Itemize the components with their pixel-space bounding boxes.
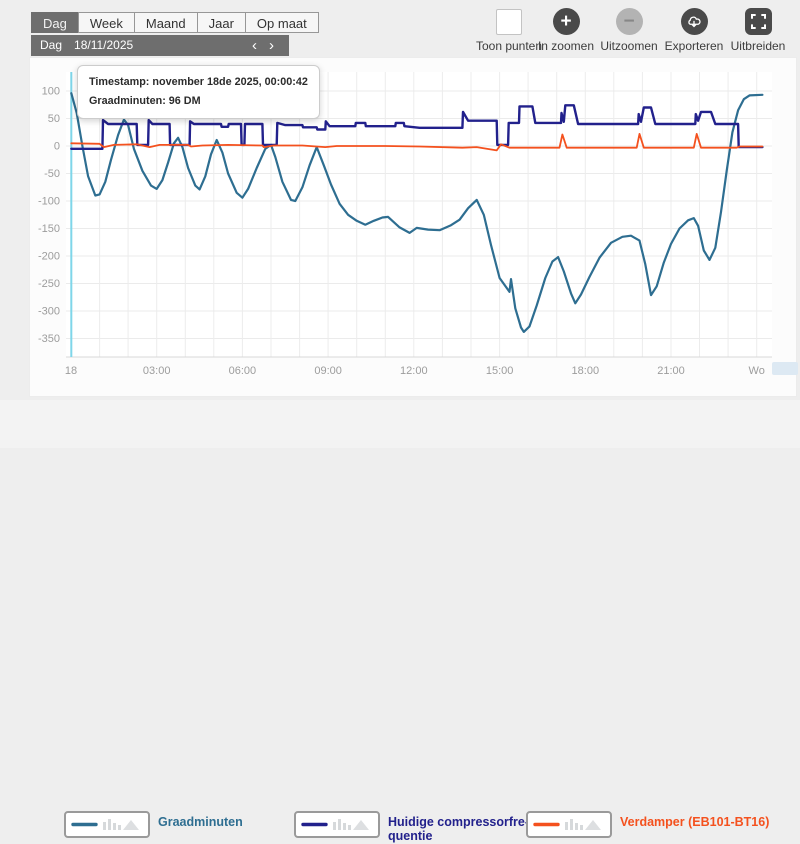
zoom-in-button[interactable]: + (552, 8, 580, 35)
legend-label: Graadminuten (158, 815, 243, 829)
series-line-3 (70, 133, 764, 152)
expand-corners-icon (750, 14, 766, 29)
tooltip-timestamp: Timestamp: november 18de 2025, 00:00:42 (89, 76, 308, 88)
y-axis-tick-label: 0 (54, 141, 60, 153)
zoom-out-button[interactable]: − (615, 8, 643, 35)
expand-control: Uitbreiden (720, 8, 796, 53)
x-axis-tick-label: 18:00 (572, 365, 600, 377)
next-day-button[interactable]: › (269, 36, 274, 54)
tab-maand[interactable]: Maand (133, 12, 197, 33)
y-axis-tick-label: -100 (38, 196, 60, 208)
navigator-handle[interactable] (772, 362, 798, 375)
y-axis-tick-label: -50 (44, 168, 60, 180)
y-axis-tick-label: -150 (38, 223, 60, 235)
y-axis-tick-label: -200 (38, 251, 60, 263)
cloud-download-icon (688, 16, 701, 27)
x-axis-tick-label: 18 (65, 365, 77, 377)
date-period-label: Dag (40, 38, 63, 52)
selected-date: 18/11/2025 (74, 38, 134, 52)
series-sample-icon (301, 819, 369, 830)
expand-label: Uitbreiden (730, 39, 786, 53)
x-axis-tick-label: 09:00 (314, 365, 342, 377)
y-axis-tick-label: 100 (42, 86, 60, 98)
view-tabs: Dag Week Maand Jaar Op maat (31, 12, 319, 33)
x-axis-tick-label: Wo (749, 365, 765, 377)
y-axis-tick-label: -300 (38, 306, 60, 318)
x-axis-tick-label: 06:00 (229, 365, 257, 377)
tab-op-maat[interactable]: Op maat (244, 12, 319, 33)
minus-icon: − (623, 11, 635, 32)
tab-jaar[interactable]: Jaar (196, 12, 245, 33)
legend-item-compressorfrequentie[interactable]: Huidige compressorfre- quentie (294, 811, 529, 844)
x-axis-tick-label: 12:00 (400, 365, 428, 377)
legend-item-verdamper[interactable]: Verdamper (EB101-BT16) (526, 811, 769, 838)
date-selector-bar: Dag 18/11/2025 ‹ › (31, 35, 289, 56)
y-axis-tick-label: -350 (38, 333, 60, 345)
legend-label: Verdamper (EB101-BT16) (620, 815, 770, 829)
app-window: Dag Week Maand Jaar Op maat Dag 18/11/20… (0, 8, 800, 844)
series-line-2 (70, 104, 764, 151)
prev-day-button[interactable]: ‹ (252, 36, 257, 54)
expand-button[interactable] (744, 8, 772, 35)
export-button[interactable] (680, 8, 708, 35)
export-label: Exporteren (664, 39, 724, 53)
zoom-out-control: − Uitzoomen (591, 8, 667, 53)
series-sample-icon (71, 819, 139, 830)
legend-label: Huidige compressorfre- quentie (388, 815, 530, 844)
tab-week[interactable]: Week (77, 12, 134, 33)
legend-band: Graadminuten Huidige compressorfre- quen… (0, 400, 800, 843)
zoom-out-label: Uitzoomen (600, 39, 658, 53)
show-points-label: Toon punten (475, 39, 543, 53)
export-control: Exporteren (656, 8, 732, 53)
tooltip-value: Graadminuten: 96 DM (89, 94, 201, 107)
legend-item-graadminuten[interactable]: Graadminuten (64, 811, 243, 838)
legend-swatch-box (526, 811, 612, 838)
legend-swatch-box (64, 811, 150, 838)
series-sample-icon (533, 819, 601, 830)
tab-dag[interactable]: Dag (31, 12, 78, 33)
x-axis-tick-label: 21:00 (657, 365, 685, 377)
chart-panel: 100 50 0 -50 -100 -150 -200 -250 -300 -350 18 03:00… (30, 58, 796, 396)
show-points-control: Toon punten (471, 8, 547, 53)
plus-icon: + (560, 11, 572, 32)
zoom-in-control: + In zoomen (528, 8, 604, 53)
legend-swatch-box (294, 811, 380, 838)
show-points-checkbox[interactable] (496, 9, 522, 35)
y-axis-tick-label: -250 (38, 278, 60, 290)
zoom-in-label: In zoomen (537, 39, 595, 53)
y-axis-tick-label: 50 (48, 113, 60, 125)
chart-svg[interactable]: 100 50 0 -50 -100 -150 -200 -250 -300 -350 18 03:00… (30, 58, 796, 396)
x-axis-tick-label: 15:00 (486, 365, 514, 377)
x-axis-tick-label: 03:00 (143, 365, 171, 377)
chart-tooltip: Timestamp: november 18de 2025, 00:00:42 … (77, 65, 320, 119)
series-line-1 (70, 92, 764, 333)
